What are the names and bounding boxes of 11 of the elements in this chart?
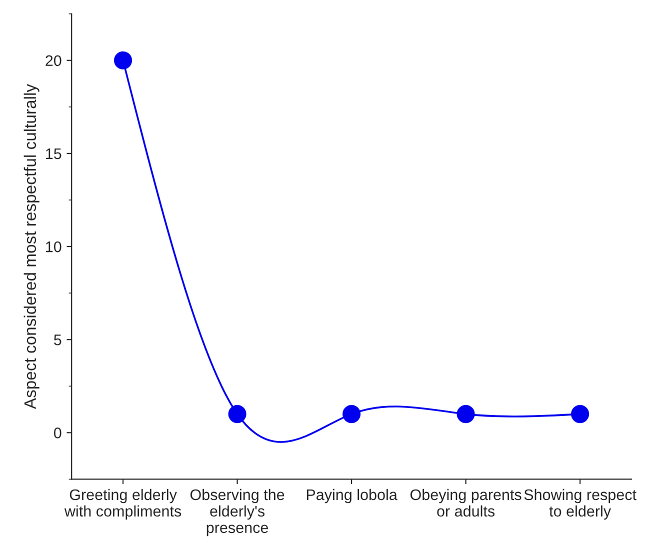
y-tick-label: 10 bbox=[46, 241, 62, 252]
y-tick-label: 0 bbox=[54, 428, 62, 438]
x-tick-label: Observing the elderly's presence bbox=[190, 488, 284, 536]
x-tick-label: Showing respect to elderly bbox=[524, 488, 636, 520]
y-tick-label: 15 bbox=[46, 148, 62, 160]
x-tick-label: Obeying parents or adults bbox=[410, 488, 522, 517]
y-tick-label: 5 bbox=[54, 334, 62, 346]
y-axis-title: Aspect considered most respectful culturally bbox=[24, 84, 40, 410]
x-tick-label: Paying lobola bbox=[306, 488, 398, 504]
x-tick-label: Greeting elderly with compliments bbox=[64, 488, 182, 520]
y-tick-label: 20 bbox=[46, 55, 62, 66]
